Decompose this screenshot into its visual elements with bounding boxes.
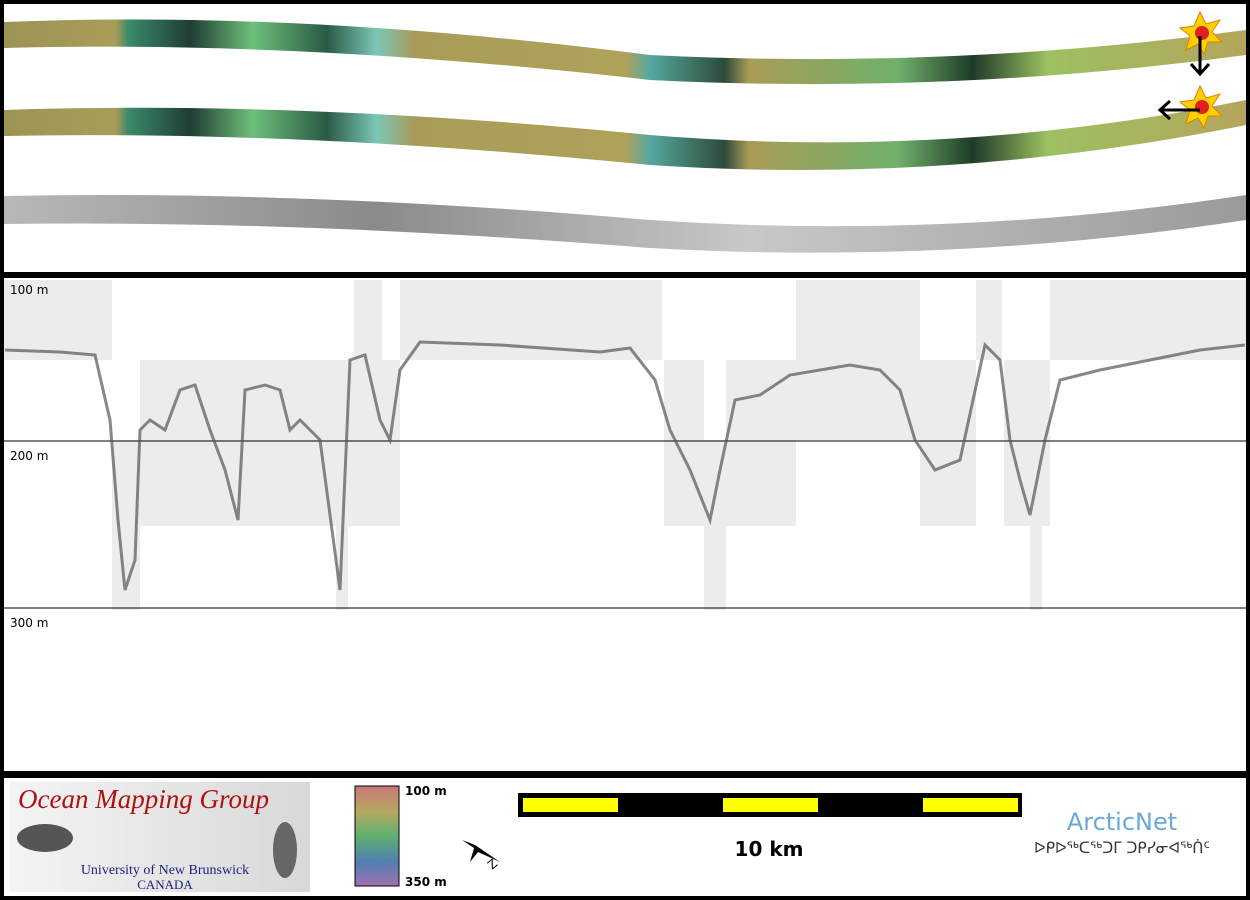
coverage-blocks — [4, 280, 1246, 610]
sun-icon — [1178, 10, 1224, 77]
seafloor-echo — [4, 340, 1246, 591]
scale-bar-segment — [523, 798, 618, 812]
colorbar-label: 350 m — [405, 875, 447, 889]
scale-label: 10 km — [735, 837, 804, 861]
logo-university: University of New Brunswick — [81, 863, 249, 878]
depth-label: 200 m — [10, 449, 48, 463]
partner-syllabics: ᐅᑭᐅᖅᑕᖅᑐᒥ ᑐᑭᓯᓂᐊᖅᑏᑦ — [1034, 839, 1210, 857]
logo-graphic — [273, 822, 297, 878]
scale-bar-segment — [923, 798, 1018, 812]
swath-strip — [4, 19, 1246, 85]
colorbar-label: 100 m — [405, 784, 447, 798]
logo-title: Ocean Mapping Group — [18, 784, 269, 814]
depth-label: 100 m — [10, 283, 48, 297]
sun-icon — [1157, 84, 1224, 130]
backscatter-strip — [4, 195, 1246, 253]
logo-graphic — [17, 824, 73, 852]
swath-strip — [4, 100, 1246, 170]
depth-label: 300 m — [10, 616, 48, 630]
colorbar — [354, 785, 400, 887]
logo-country: CANADA — [137, 877, 193, 892]
partner-name: ArcticNet — [1067, 808, 1177, 836]
scale-bar-segment — [723, 798, 818, 812]
